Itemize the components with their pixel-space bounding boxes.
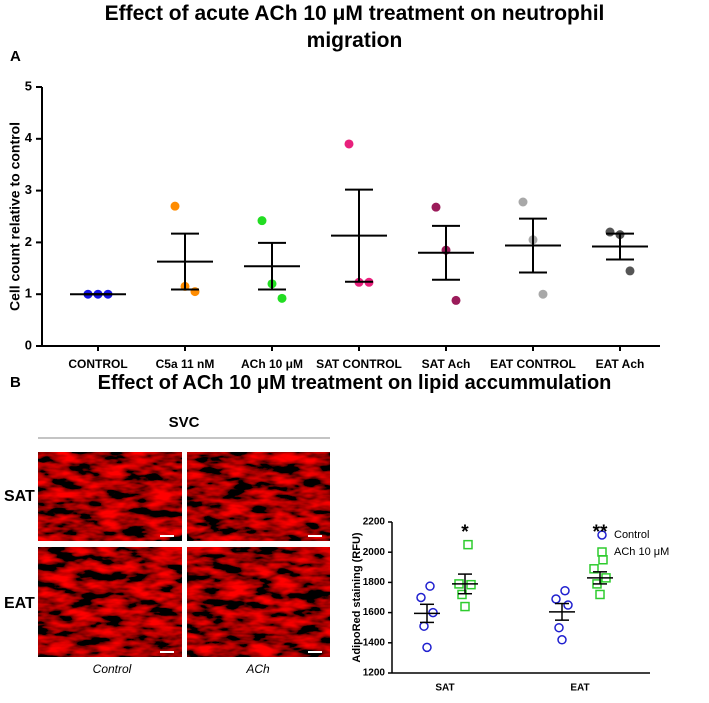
point	[460, 601, 470, 612]
column-label: Control	[93, 662, 132, 676]
chart-title: Effect of acute ACh 10 μM treatment on n…	[104, 2, 605, 52]
legend-label: ACh 10 μM	[614, 546, 669, 558]
panel-label: A	[10, 48, 21, 65]
point	[422, 642, 432, 653]
point	[466, 579, 476, 590]
y-tick-label: 1400	[363, 637, 386, 648]
point	[595, 589, 605, 600]
point	[554, 622, 564, 633]
point	[589, 564, 599, 574]
point	[563, 600, 573, 610]
y-tick-label: 2200	[363, 517, 386, 528]
point	[419, 621, 429, 631]
point	[277, 293, 287, 303]
y-axis-label: Cell count relative to control	[7, 122, 23, 311]
row-label: SAT	[4, 488, 35, 505]
point	[425, 581, 435, 591]
point	[170, 201, 180, 211]
point	[625, 266, 635, 276]
point	[344, 139, 354, 149]
micrograph	[187, 547, 330, 657]
y-tick-label: 1800	[363, 577, 386, 588]
y-tick-label: 1	[25, 286, 32, 301]
y-axis-label: AdipoRed staining (RFU)	[351, 532, 363, 662]
point	[190, 287, 200, 297]
micrographs	[38, 437, 330, 657]
scale-bar	[160, 535, 174, 537]
legend-label: Control	[614, 529, 649, 541]
scale-bar	[308, 651, 322, 653]
y-tick-label: 5	[25, 78, 32, 93]
point	[560, 585, 570, 596]
micrograph	[38, 547, 182, 657]
column-header: SVC	[169, 414, 200, 431]
x-tick-label: EAT Ach	[596, 357, 645, 371]
x-tick-label: CONTROL	[68, 357, 127, 371]
legend-marker	[597, 530, 607, 540]
point	[605, 227, 615, 237]
y-tick-label: 1200	[363, 668, 386, 679]
point	[518, 197, 528, 207]
point	[428, 607, 438, 618]
x-tick-label: C5a 11 nM	[156, 357, 215, 371]
significance: *	[461, 522, 469, 543]
point	[457, 589, 467, 600]
panel-label: B	[10, 374, 21, 391]
micrograph	[38, 452, 182, 541]
y-tick-label: 3	[25, 182, 32, 197]
point	[557, 635, 567, 645]
point	[598, 555, 608, 565]
x-tick-label: EAT CONTROL	[490, 357, 576, 371]
y-tick-label: 2000	[363, 547, 386, 558]
point	[416, 592, 426, 603]
point	[538, 289, 548, 299]
x-tick-label: SAT	[435, 683, 454, 694]
x-tick-label: SAT Ach	[422, 357, 471, 371]
y-tick-label: 2	[25, 234, 32, 249]
legend-marker	[597, 547, 607, 557]
y-tick-label: 4	[25, 130, 33, 145]
micrograph	[187, 452, 330, 541]
y-tick-label: 1600	[363, 607, 386, 618]
point	[257, 216, 267, 226]
chart-title: Effect of ACh 10 μM treatment on lipid a…	[97, 372, 612, 394]
y-tick-label: 0	[25, 337, 32, 352]
point	[551, 594, 561, 604]
column-label: ACh	[245, 662, 270, 676]
x-tick-label: ACh 10 μM	[241, 357, 303, 371]
row-label: EAT	[4, 595, 35, 612]
point	[451, 295, 461, 305]
significance: **	[593, 522, 608, 543]
point	[431, 202, 441, 212]
scale-bar	[160, 651, 174, 653]
scale-bar	[308, 535, 322, 537]
point	[463, 539, 473, 550]
x-tick-label: SAT CONTROL	[316, 357, 402, 371]
x-tick-label: EAT	[570, 683, 589, 694]
